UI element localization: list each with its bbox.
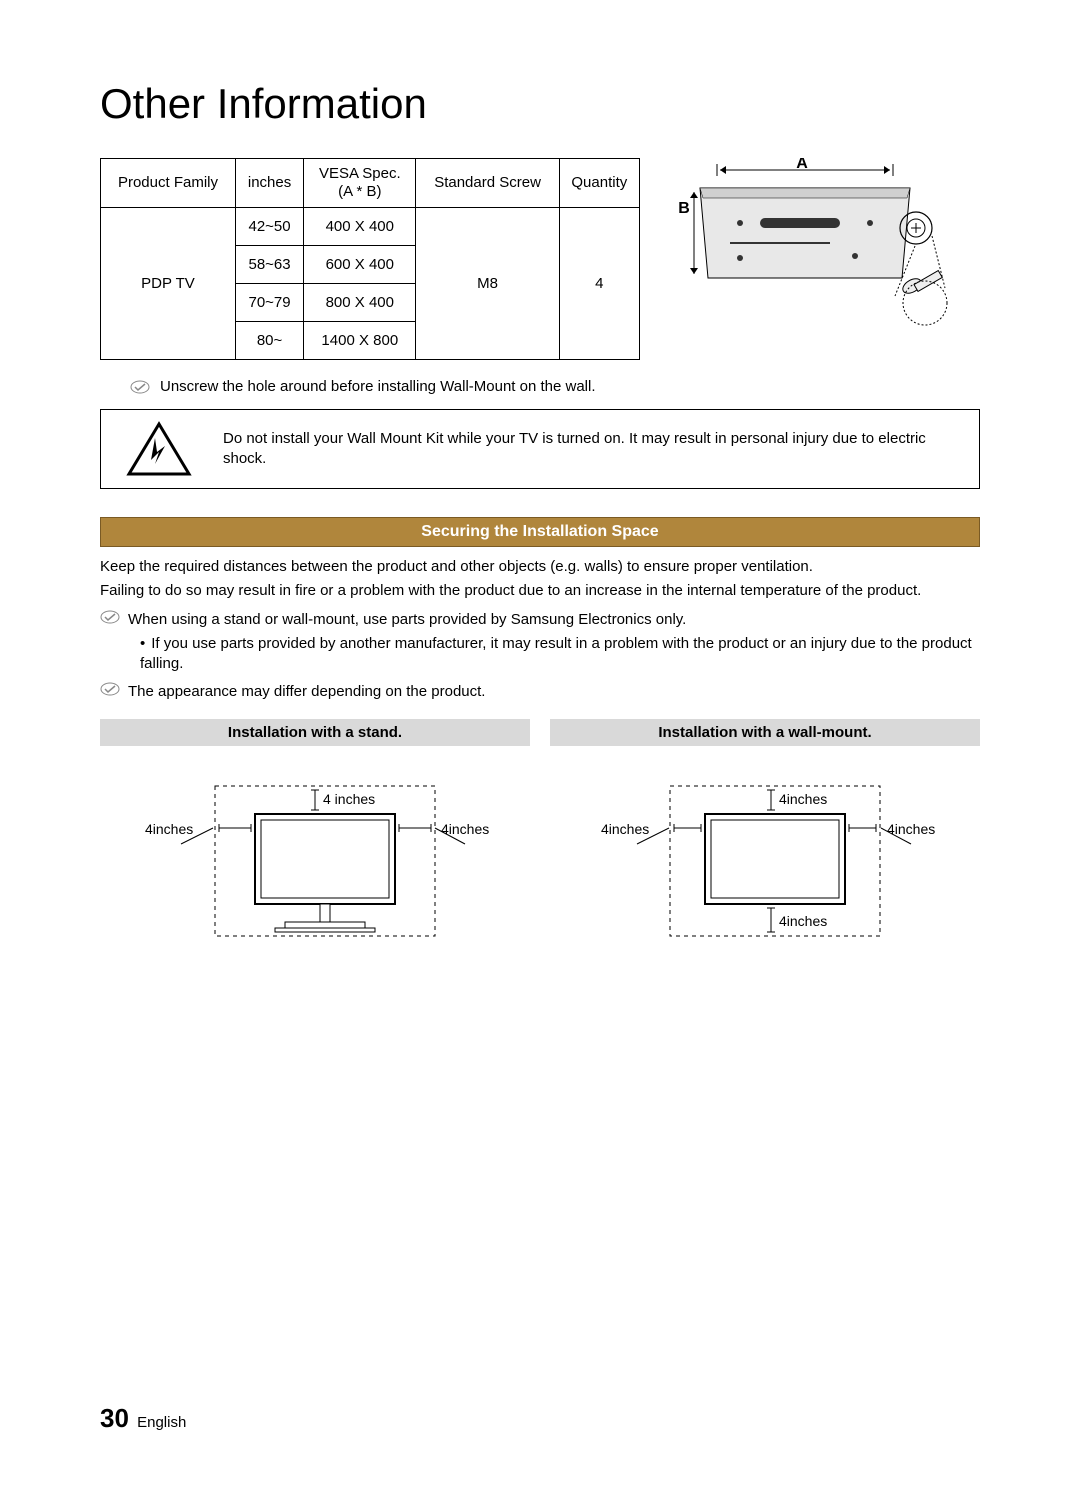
cell-product-family: PDP TV <box>101 208 236 360</box>
page-title: Other Information <box>100 80 980 128</box>
note-text: When using a stand or wall-mount, use pa… <box>128 610 686 630</box>
table-header-row: Product Family inches VESA Spec.(A * B) … <box>101 159 640 208</box>
spec-table: Product Family inches VESA Spec.(A * B) … <box>100 158 640 360</box>
label-B: B <box>678 200 690 217</box>
cell-vesa: 800 X 400 <box>304 284 416 322</box>
label-right: 4inches <box>887 821 935 837</box>
th-vesa: VESA Spec.(A * B) <box>304 159 416 208</box>
th-product-family: Product Family <box>101 159 236 208</box>
label-right: 4inches <box>441 821 489 837</box>
warning-box: Do not install your Wall Mount Kit while… <box>100 409 980 489</box>
cell-inches: 58~63 <box>235 246 303 284</box>
warning-text: Do not install your Wall Mount Kit while… <box>223 429 961 470</box>
note-icon <box>100 610 120 624</box>
cell-inches: 42~50 <box>235 208 303 246</box>
th-quantity: Quantity <box>559 159 639 208</box>
table-row: PDP TV 42~50 400 X 400 M8 4 <box>101 208 640 246</box>
label-A: A <box>796 158 808 172</box>
tv-back-illustration: A B <box>660 158 960 333</box>
note-text: The appearance may differ depending on t… <box>128 682 485 702</box>
cell-vesa: 600 X 400 <box>304 246 416 284</box>
cell-screw: M8 <box>416 208 559 360</box>
label-bottom: 4inches <box>779 913 827 929</box>
note-icon <box>130 380 150 394</box>
install-stand-header: Installation with a stand. <box>100 719 530 746</box>
note-icon <box>100 682 120 696</box>
th-screw: Standard Screw <box>416 159 559 208</box>
label-left: 4inches <box>601 821 649 837</box>
page-language: English <box>137 1414 186 1431</box>
bullet-text: If you use parts provided by another man… <box>140 634 980 675</box>
install-wall-header: Installation with a wall-mount. <box>550 719 980 746</box>
cell-inches: 70~79 <box>235 284 303 322</box>
page-number: 30 <box>100 1403 129 1433</box>
figure-wall-installation: 4inches 4inches 4inches 4inches <box>550 766 980 956</box>
cell-vesa: 400 X 400 <box>304 208 416 246</box>
th-inches: inches <box>235 159 303 208</box>
unscrew-note-text: Unscrew the hole around before installin… <box>160 378 596 395</box>
label-left: 4inches <box>145 821 193 837</box>
cell-inches: 80~ <box>235 322 303 360</box>
label-top: 4inches <box>779 791 827 807</box>
warning-icon <box>119 420 199 478</box>
cell-vesa: 1400 X 800 <box>304 322 416 360</box>
figure-stand-installation: 4 inches 4inches 4inches <box>100 766 530 956</box>
body-text: Keep the required distances between the … <box>100 557 980 577</box>
cell-quantity: 4 <box>559 208 639 360</box>
label-top: 4 inches <box>323 791 375 807</box>
body-text: Failing to do so may result in fire or a… <box>100 581 980 601</box>
page-footer: 30 English <box>100 1403 186 1434</box>
section-heading: Securing the Installation Space <box>100 517 980 547</box>
